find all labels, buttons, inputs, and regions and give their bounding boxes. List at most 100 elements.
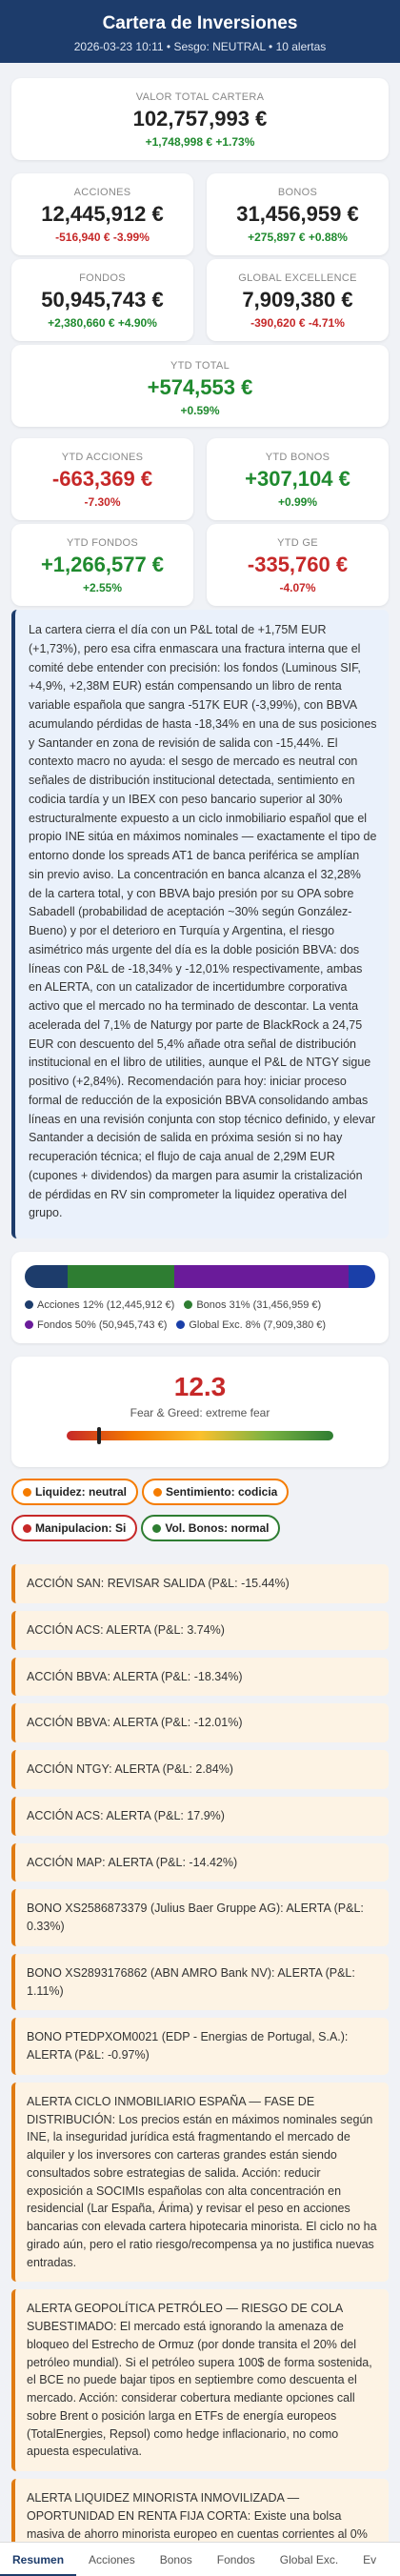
legend-label: Fondos 50% (50,945,743 €)	[37, 1318, 168, 1331]
legend-dot-icon	[184, 1300, 193, 1309]
badge-label: Manipulacion: Si	[35, 1521, 127, 1535]
ytd-acciones-card: YTD ACCIONES -663,369 € -7.30%	[11, 438, 193, 520]
global-excellence-change: -390,620 € -4.71%	[250, 316, 345, 330]
bottom-tab-bar: Resumen Acciones Bonos Fondos Global Exc. Ev	[0, 2542, 400, 2576]
ytd-fondos-card: YTD FONDOS +1,266,577 € +2.55%	[11, 524, 193, 606]
alert-item: ACCIÓN ACS: ALERTA (P&L: 3.74%)	[11, 1610, 389, 1650]
alert-item: ALERTA CICLO INMOBILIARIO ESPAÑA — FASE …	[11, 2082, 389, 2283]
ytd-acciones-label: YTD ACCIONES	[61, 452, 144, 463]
alert-item: BONO XS2893176862 (ABN AMRO Bank NV): AL…	[11, 1953, 389, 2011]
fear-greed-card: 12.3 Fear & Greed: extreme fear	[11, 1357, 389, 1467]
alert-item: ACCIÓN NTGY: ALERTA (P&L: 2.84%)	[11, 1750, 389, 1789]
ytd-bonos-change: +0.99%	[277, 495, 318, 509]
fear-greed-value: 12.3	[173, 1372, 227, 1401]
status-dot-icon	[152, 1524, 162, 1533]
total-label: VALOR TOTAL CARTERA	[135, 91, 265, 103]
ytd-fondos-label: YTD FONDOS	[66, 537, 139, 549]
status-badge: Vol. Bonos: normal	[141, 1515, 281, 1541]
acciones-card: ACCIONES 12,445,912 € -516,940 € -3.99%	[11, 173, 193, 255]
ytd-acciones-value: -663,369 €	[51, 467, 153, 491]
legend-dot-icon	[25, 1300, 33, 1309]
bonos-card: BONOS 31,456,959 € +275,897 € +0.88%	[207, 173, 389, 255]
acciones-change: -516,940 € -3.99%	[55, 231, 150, 244]
alert-item: ACCIÓN BBVA: ALERTA (P&L: -18.34%)	[11, 1657, 389, 1697]
legend-dot-icon	[25, 1319, 33, 1329]
ytd-ge-change: -4.07%	[279, 581, 316, 594]
alert-item: BONO PTEDPXOM0021 (EDP - Energias de Por…	[11, 2018, 389, 2075]
global-excellence-card: GLOBAL EXCELLENCE 7,909,380 € -390,620 €…	[207, 259, 389, 341]
alert-item: ACCIÓN ACS: ALERTA (P&L: 17.9%)	[11, 1796, 389, 1836]
allocation-segment	[174, 1265, 349, 1288]
ytd-fondos-value: +1,266,577 €	[40, 553, 165, 576]
status-badge: Liquidez: neutral	[11, 1479, 138, 1505]
status-badge: Manipulacion: Si	[11, 1515, 138, 1541]
alerts-list: ACCIÓN SAN: REVISAR SALIDA (P&L: -15.44%…	[11, 1564, 389, 2576]
ytd-total-change: +0.59%	[180, 404, 220, 417]
allocation-card: Acciones 12% (12,445,912 €) Bonos 31% (31…	[11, 1252, 389, 1343]
alert-item: ALERTA GEOPOLÍTICA PETRÓLEO — RIESGO DE …	[11, 2289, 389, 2471]
ytd-ge-label: YTD GE	[277, 537, 318, 549]
allocation-segment	[67, 1265, 175, 1288]
status-dot-icon	[23, 1524, 31, 1533]
legend-dot-icon	[176, 1319, 186, 1329]
legend-label: Bonos 31% (31,456,959 €)	[196, 1299, 322, 1311]
ytd-total-label: YTD TOTAL	[170, 360, 230, 372]
fear-greed-gauge	[67, 1427, 333, 1444]
bonos-label: BONOS	[277, 187, 318, 198]
bonos-change: +275,897 € +0.88%	[248, 231, 348, 244]
fear-greed-label: Fear & Greed: extreme fear	[130, 1406, 270, 1419]
legend-label: Acciones 12% (12,445,912 €)	[37, 1299, 175, 1311]
badge-label: Vol. Bonos: normal	[165, 1521, 270, 1535]
tab-global-exc[interactable]: Global Exc.	[279, 2552, 339, 2566]
page-title: Cartera de Inversiones	[102, 13, 298, 33]
market-badges: Liquidez: neutral Sentimiento: codicia Man…	[11, 1479, 389, 1551]
total-value-card: VALOR TOTAL CARTERA 102,757,993 € +1,748…	[11, 78, 389, 160]
ytd-ge-value: -335,760 €	[247, 553, 349, 576]
allocation-legend-item: Fondos 50% (50,945,743 €)	[25, 1316, 167, 1336]
fondos-card: FONDOS 50,945,743 € +2,380,660 € +4.90%	[11, 259, 193, 341]
alert-item: ACCIÓN SAN: REVISAR SALIDA (P&L: -15.44%…	[11, 1564, 389, 1603]
allocation-segment	[348, 1265, 375, 1288]
ytd-ge-card: YTD GE -335,760 € -4.07%	[207, 524, 389, 606]
status-badge: Sentimiento: codicia	[142, 1479, 290, 1505]
ytd-bonos-card: YTD BONOS +307,104 € +0.99%	[207, 438, 389, 520]
tab-resumen[interactable]: Resumen	[0, 2543, 77, 2576]
alert-item: ACCIÓN MAP: ALERTA (P&L: -14.42%)	[11, 1842, 389, 1882]
ytd-total-value: +574,553 €	[147, 375, 253, 399]
page-subtitle: 2026-03-23 10:11 • Sesgo: NEUTRAL • 10 a…	[73, 40, 327, 53]
acciones-value: 12,445,912 €	[41, 202, 164, 226]
status-dot-icon	[23, 1488, 31, 1497]
badge-label: Liquidez: neutral	[35, 1485, 127, 1499]
ytd-acciones-change: -7.30%	[84, 495, 121, 509]
legend-label: Global Exc. 8% (7,909,380 €)	[189, 1318, 327, 1331]
ytd-total-card: YTD TOTAL +574,553 € +0.59%	[11, 345, 389, 427]
allocation-legend: Acciones 12% (12,445,912 €) Bonos 31% (31…	[25, 1296, 375, 1336]
global-excellence-label: GLOBAL EXCELLENCE	[238, 272, 357, 284]
ytd-fondos-change: +2.55%	[82, 581, 123, 594]
alert-item: BONO XS2586873379 (Julius Baer Gruppe AG…	[11, 1889, 389, 1946]
fondos-label: FONDOS	[79, 272, 126, 284]
tab-bonos[interactable]: Bonos	[159, 2552, 192, 2566]
total-change: +1,748,998 € +1.73%	[145, 135, 255, 149]
app-header: Cartera de Inversiones 2026-03-23 10:11 …	[0, 0, 400, 63]
tab-fondos[interactable]: Fondos	[216, 2552, 255, 2566]
allocation-segment	[25, 1265, 68, 1288]
tab-acciones[interactable]: Acciones	[89, 2552, 135, 2566]
fear-greed-needle	[97, 1427, 102, 1444]
alert-item: ACCIÓN BBVA: ALERTA (P&L: -12.01%)	[11, 1703, 389, 1742]
allocation-bar	[25, 1265, 375, 1288]
allocation-legend-item: Bonos 31% (31,456,959 €)	[184, 1296, 321, 1316]
bonos-value: 31,456,959 €	[236, 202, 359, 226]
global-excellence-value: 7,909,380 €	[242, 288, 353, 312]
fondos-change: +2,380,660 € +4.90%	[48, 316, 157, 330]
badge-label: Sentimiento: codicia	[166, 1485, 278, 1499]
ai-commentary: La cartera cierra el día con un P&L tota…	[11, 610, 389, 1238]
allocation-legend-item: Acciones 12% (12,445,912 €)	[25, 1296, 174, 1316]
ytd-bonos-value: +307,104 €	[245, 467, 350, 491]
tab-ev[interactable]: Ev	[363, 2552, 377, 2566]
status-dot-icon	[153, 1488, 162, 1497]
total-value: 102,757,993 €	[132, 107, 268, 131]
allocation-legend-item: Global Exc. 8% (7,909,380 €)	[176, 1316, 326, 1336]
fondos-value: 50,945,743 €	[41, 288, 164, 312]
ytd-bonos-label: YTD BONOS	[265, 452, 330, 463]
